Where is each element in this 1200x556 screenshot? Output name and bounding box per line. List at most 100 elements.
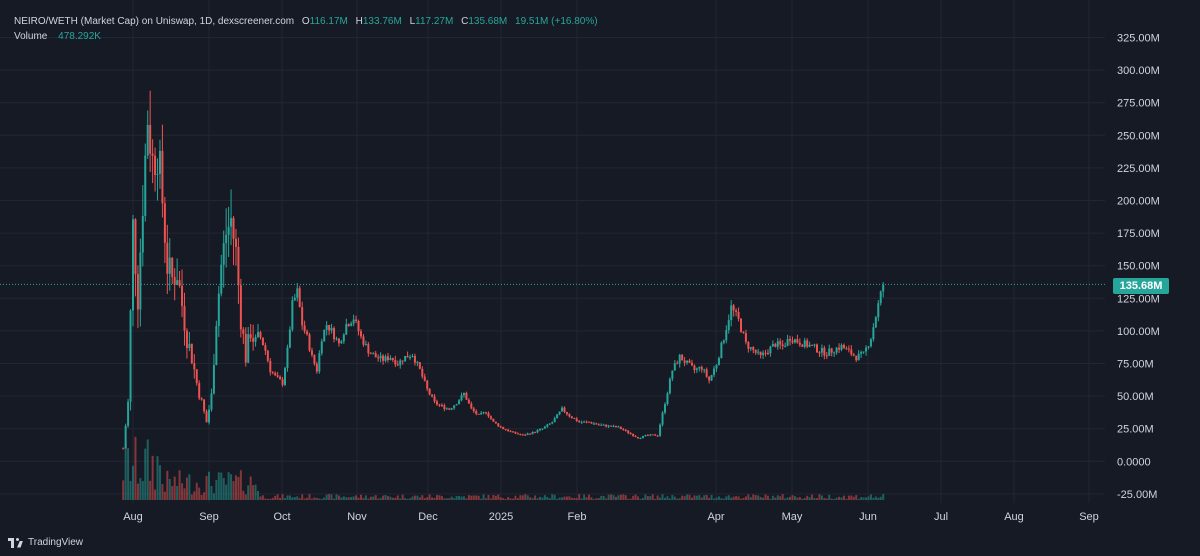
candle-body — [548, 423, 551, 425]
candle-body — [220, 264, 223, 294]
candle-body — [489, 416, 492, 419]
x-tick-label: 2025 — [489, 511, 513, 523]
volume-bar — [497, 494, 500, 500]
volume-bar — [524, 494, 527, 500]
volume-bar — [266, 498, 269, 500]
volume-bar — [372, 496, 375, 500]
volume-bar — [242, 490, 245, 500]
candle-body — [244, 333, 247, 363]
candle-body — [622, 429, 625, 431]
candle-body — [867, 346, 870, 348]
candle-body — [634, 436, 637, 438]
candle-body — [330, 328, 333, 331]
volume-bar — [637, 496, 640, 500]
volume-bar — [379, 497, 382, 500]
candle-body — [494, 421, 497, 424]
volume-bar — [713, 498, 716, 500]
candle-body — [347, 324, 350, 326]
candle-body — [436, 401, 438, 405]
candle-body — [404, 355, 407, 362]
candle-body — [882, 284, 885, 292]
candle-body — [874, 317, 877, 328]
volume-bar — [838, 496, 841, 500]
volume-bar — [301, 494, 304, 500]
volume-bar — [355, 495, 358, 500]
candle-body — [553, 418, 556, 423]
candle-body — [563, 407, 566, 412]
volume-bar — [563, 496, 566, 500]
candle-body — [877, 303, 880, 318]
volume-bar — [612, 495, 615, 500]
candle-body — [845, 348, 848, 350]
volume-bar — [546, 496, 549, 500]
candle-body — [382, 355, 385, 361]
candle-body — [502, 426, 505, 430]
volume-bar — [717, 496, 720, 500]
candle-body — [722, 340, 725, 343]
candle-body — [249, 334, 252, 339]
volume-bar — [833, 498, 836, 500]
candle-body — [163, 203, 166, 243]
volume-bar — [830, 498, 833, 500]
candle-body — [433, 396, 436, 402]
candle-body — [445, 408, 448, 410]
candle-body — [379, 355, 382, 359]
volume-bar — [855, 495, 858, 500]
candle-body — [764, 352, 767, 354]
volume-bar — [472, 495, 475, 500]
candle-body — [803, 340, 806, 347]
candle-body — [752, 347, 755, 350]
candle-body — [725, 330, 728, 341]
volume-bar — [409, 498, 412, 500]
candle-body — [328, 324, 331, 331]
candle-body — [212, 364, 215, 394]
candle-body — [367, 344, 370, 354]
candle-body — [168, 257, 171, 274]
volume-bar — [725, 496, 728, 500]
candle-body — [423, 376, 426, 381]
volume-bar — [654, 498, 657, 500]
candle-body — [695, 368, 698, 370]
volume-bar — [629, 498, 632, 500]
volume-bar — [416, 495, 419, 500]
volume-bar — [440, 496, 443, 500]
candle-body — [418, 362, 421, 369]
candle-body — [208, 409, 210, 423]
volume-bar — [237, 476, 240, 500]
volume-bar — [391, 497, 394, 500]
volume-bar — [595, 498, 598, 500]
candle-body — [551, 422, 554, 424]
volume-bar — [342, 496, 345, 500]
candle-body — [700, 366, 703, 370]
volume-bar — [641, 497, 644, 500]
candle-body — [565, 411, 568, 415]
tradingview-branding[interactable]: TradingView — [8, 537, 83, 548]
candle-body — [333, 328, 336, 340]
candle-body — [823, 347, 826, 356]
candle-body — [583, 421, 586, 423]
volume-bar — [188, 474, 191, 500]
candle-body — [855, 355, 858, 361]
candle-body — [181, 285, 184, 307]
candle-body — [744, 333, 747, 342]
volume-bar — [337, 495, 340, 500]
candle-body — [313, 354, 316, 364]
volume-bar — [857, 498, 860, 500]
candle-body — [154, 155, 157, 175]
candle-body — [362, 336, 365, 345]
volume-bar — [252, 485, 255, 500]
candle-body — [617, 426, 620, 428]
y-tick-label: 50.00M — [1117, 391, 1154, 403]
volume-bar — [399, 498, 402, 500]
candle-body — [345, 324, 348, 335]
candle-body — [462, 392, 465, 396]
volume-bar — [509, 498, 512, 500]
volume-bar — [720, 498, 723, 500]
volume-bar — [173, 476, 176, 500]
candle-body — [664, 404, 666, 413]
candle-body — [568, 414, 571, 417]
volume-bar — [222, 478, 225, 500]
candle-body — [399, 360, 402, 366]
volume-bar — [269, 498, 272, 500]
